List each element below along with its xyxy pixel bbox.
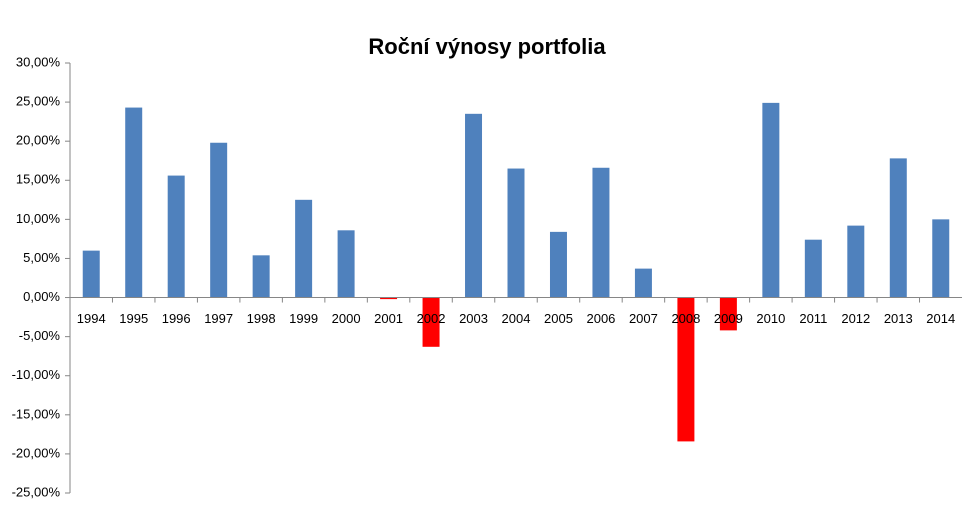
x-tick-label: 2013: [884, 311, 913, 326]
y-tick-label: 10,00%: [16, 211, 61, 226]
x-tick-label: 2000: [332, 311, 361, 326]
y-tick-label: -5,00%: [19, 328, 61, 343]
x-tick-label: 2008: [671, 311, 700, 326]
bar: [592, 167, 610, 298]
bar: [762, 102, 780, 298]
x-tick-label: 2012: [841, 311, 870, 326]
x-tick-label: 2007: [629, 311, 658, 326]
bar: [847, 225, 865, 298]
x-tick-label: 2005: [544, 311, 573, 326]
y-tick-label: -15,00%: [12, 406, 61, 421]
x-tick-label: 1998: [247, 311, 276, 326]
bar: [889, 158, 907, 298]
x-tick-label: 1995: [119, 311, 148, 326]
y-tick-label: -10,00%: [12, 367, 61, 382]
bar: [634, 268, 652, 298]
bar: [507, 168, 525, 298]
y-tick-label: -25,00%: [12, 484, 61, 499]
bar: [677, 297, 695, 442]
y-tick-label: 15,00%: [16, 172, 61, 187]
chart-title: Roční výnosy portfolia: [368, 34, 606, 59]
y-tick-label: 0,00%: [23, 289, 60, 304]
bar: [167, 175, 185, 298]
bar: [804, 239, 822, 298]
y-tick-label: 25,00%: [16, 94, 61, 109]
x-tick-label: 2006: [586, 311, 615, 326]
bar: [719, 297, 737, 331]
x-tick-label: 2014: [926, 311, 955, 326]
x-tick-label: 2010: [756, 311, 785, 326]
bar: [295, 199, 313, 298]
bar: [549, 231, 567, 298]
x-tick-label: 1999: [289, 311, 318, 326]
bar: [210, 142, 228, 298]
x-tick-label: 1997: [204, 311, 233, 326]
bar: [380, 297, 398, 300]
bar: [422, 297, 440, 347]
y-tick-label: 5,00%: [23, 250, 60, 265]
y-tick-label: 20,00%: [16, 133, 61, 148]
y-tick-label: 30,00%: [16, 54, 61, 69]
x-tick-label: 2011: [799, 311, 827, 326]
x-tick-label: 2002: [417, 311, 446, 326]
x-tick-label: 2001: [374, 311, 403, 326]
y-tick-label: -20,00%: [12, 445, 61, 460]
bar: [252, 255, 270, 298]
bar: [82, 250, 100, 298]
bar: [125, 107, 143, 298]
x-tick-label: 2004: [502, 311, 531, 326]
bar: [337, 230, 355, 298]
x-tick-label: 2003: [459, 311, 488, 326]
x-tick-label: 1996: [162, 311, 191, 326]
bar: [932, 219, 950, 298]
x-tick-label: 2009: [714, 311, 743, 326]
bar: [465, 113, 483, 298]
x-tick-label: 1994: [77, 311, 106, 326]
